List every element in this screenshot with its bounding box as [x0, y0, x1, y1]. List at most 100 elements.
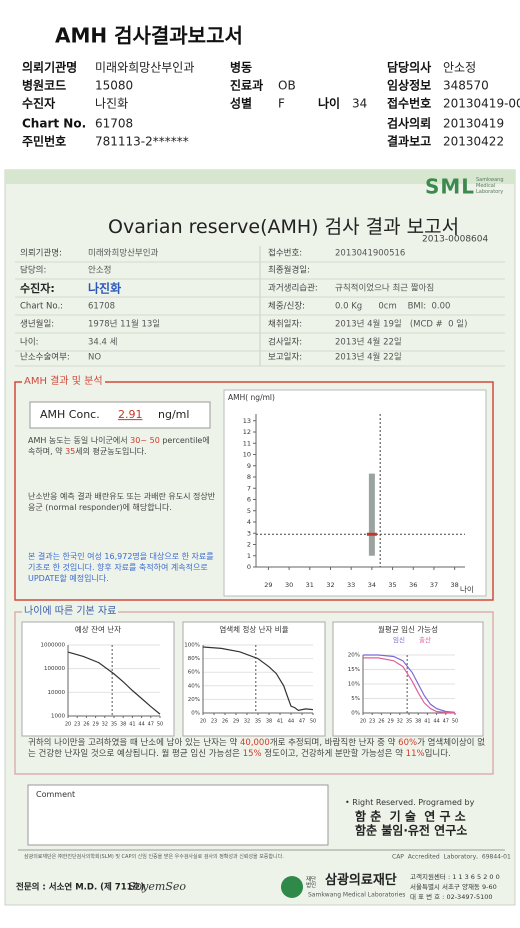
- x-tick-label: 47: [299, 719, 305, 725]
- field-label: 임상정보: [387, 78, 432, 93]
- y-tick-label: 2: [247, 541, 251, 549]
- highlight: 60%: [398, 738, 418, 748]
- y-tick-label: 6: [247, 496, 251, 504]
- info-label: 나이:: [20, 337, 39, 348]
- amh-note: 본 결과는 한국인 여성 16,972명을 대상으로 한 자료를 기초로 한 것…: [28, 552, 214, 583]
- field-label: 결과보고: [387, 134, 432, 149]
- x-tick-label: 23: [369, 719, 375, 725]
- x-tick-label: 44: [433, 719, 439, 725]
- field-label: Chart No.: [22, 116, 87, 131]
- y-tick-label: 9: [247, 462, 251, 470]
- summary: 귀하의 나이만을 고려하였을 때 난소에 남아 있는 난자는 약 40,000개…: [28, 738, 490, 761]
- field-value: 미래와희망산부인과: [95, 60, 195, 75]
- field-label: 의뢰기관명: [22, 60, 78, 75]
- y-tick-label: 5: [247, 507, 251, 515]
- org-logo: [281, 876, 303, 898]
- y-tick-label: 13: [243, 417, 251, 425]
- section-heading: 나이에 따른 기본 자료: [22, 605, 119, 619]
- x-tick-label: 26: [222, 719, 228, 725]
- x-tick-label: 20: [360, 719, 366, 725]
- text: AMH 농도는 동일 나이군에서: [28, 436, 131, 445]
- x-tick-label: 26: [378, 719, 384, 725]
- x-tick-label: 50: [310, 719, 316, 725]
- conc-box: [29, 401, 211, 429]
- y-tick-label: 10000: [48, 690, 66, 696]
- field-value: 34: [352, 96, 368, 111]
- info-value: 61708: [88, 301, 116, 312]
- field-value: OB: [278, 78, 296, 93]
- field-value: 나진화: [95, 96, 129, 111]
- mini-panel: [21, 621, 175, 737]
- field-value: 20130419: [443, 116, 505, 131]
- highlight: 40,000: [240, 738, 270, 748]
- text: 입니다.: [424, 749, 451, 760]
- info-label: 과거생리습관:: [268, 283, 318, 294]
- y-tick-label: 20%: [348, 653, 360, 659]
- field-label: 성별: [230, 96, 253, 111]
- info-value: 규칙적이었으나 최근 짧아짐: [335, 283, 435, 294]
- conc-unit: ng/ml: [158, 408, 190, 422]
- field-label: 병동: [230, 60, 253, 75]
- x-tick-label: 35: [388, 581, 396, 589]
- x-tick-label: 41: [277, 719, 283, 725]
- title: AMH 검사결과보고서: [55, 23, 243, 48]
- field-label: 수진자: [22, 96, 56, 111]
- y-tick-label: 0%: [191, 711, 200, 717]
- x-tick-label: 50: [157, 722, 163, 728]
- info-label: Chart No.:: [20, 301, 64, 312]
- info-label: 수진자:: [20, 282, 55, 296]
- highlight: 30~ 50: [130, 436, 160, 445]
- doc-no: 2013-0008604: [422, 234, 489, 245]
- field-label: 병원코드: [22, 78, 67, 93]
- amh-section: [14, 381, 494, 601]
- x-tick-label: 32: [102, 722, 108, 728]
- series-line: [67, 651, 161, 715]
- info-value: 나진화: [88, 281, 122, 296]
- x-tick-label: 35: [111, 722, 117, 728]
- section-heading: AMH 결과 및 분석: [22, 375, 105, 389]
- info-value: NO: [88, 352, 102, 363]
- x-tick-label: 32: [326, 581, 334, 589]
- y-tick-label: 1000000: [41, 643, 66, 649]
- field-label: 주민번호: [22, 134, 67, 149]
- x-tick-label: 23: [211, 719, 217, 725]
- y-tick-label: 4: [247, 518, 251, 526]
- field-value: F: [278, 96, 285, 111]
- text: 개로 추정되며, 바람직한 난자 중 약: [269, 738, 399, 748]
- highlight: 11%: [405, 749, 425, 760]
- x-tick-label: 47: [148, 722, 154, 728]
- info-label: 의뢰기관명:: [20, 248, 62, 259]
- comment-box: [27, 784, 329, 846]
- x-tick-label: 32: [397, 719, 403, 725]
- y-tick-label: 11: [243, 439, 251, 447]
- x-tick-label: 33: [347, 581, 355, 589]
- field-value: 348570: [443, 78, 489, 93]
- comment-label: Comment: [36, 790, 76, 799]
- x-tick-label: 20: [65, 722, 71, 728]
- field-value: 61708: [95, 116, 134, 131]
- mini-title: 월평균 임신 가능성: [378, 624, 438, 634]
- info-label: 검사일자:: [268, 337, 303, 348]
- info-value: 2013년 4월 22일: [335, 352, 402, 363]
- y-tick-label: 12: [243, 428, 251, 436]
- credits: 함춘 불임·유전 연구소: [355, 823, 468, 838]
- mini-title: 예상 잔여 난자: [75, 624, 121, 634]
- y-tick-label: 0: [247, 563, 251, 571]
- x-tick-label: 41: [129, 722, 135, 728]
- info-value: 2013년 4월 19일 (MCD # 0 일): [335, 319, 468, 330]
- signature: SoyemSeo: [128, 880, 186, 894]
- highlight: 35: [65, 446, 76, 456]
- info-label: 생년월일:: [20, 319, 55, 330]
- x-tick-label: 38: [415, 719, 421, 725]
- cap: CAP Accredited Laboratory, 69844-01: [392, 853, 511, 861]
- x-tick-label: 44: [138, 722, 144, 728]
- report-title: Ovarian reserve(AMH) 검사 결과 보고서: [108, 216, 460, 239]
- field-label: 진료과: [230, 78, 264, 93]
- mini-panel: [332, 621, 484, 737]
- text: 가 염색체이상이 없는 건강한 난자일 것으로 예상됩니다. 월 평균 임신 가…: [28, 738, 486, 760]
- report-band: [5, 170, 515, 184]
- range-bar: [368, 473, 375, 556]
- y-tick-label: 8: [247, 473, 251, 481]
- result-marker: [366, 532, 377, 536]
